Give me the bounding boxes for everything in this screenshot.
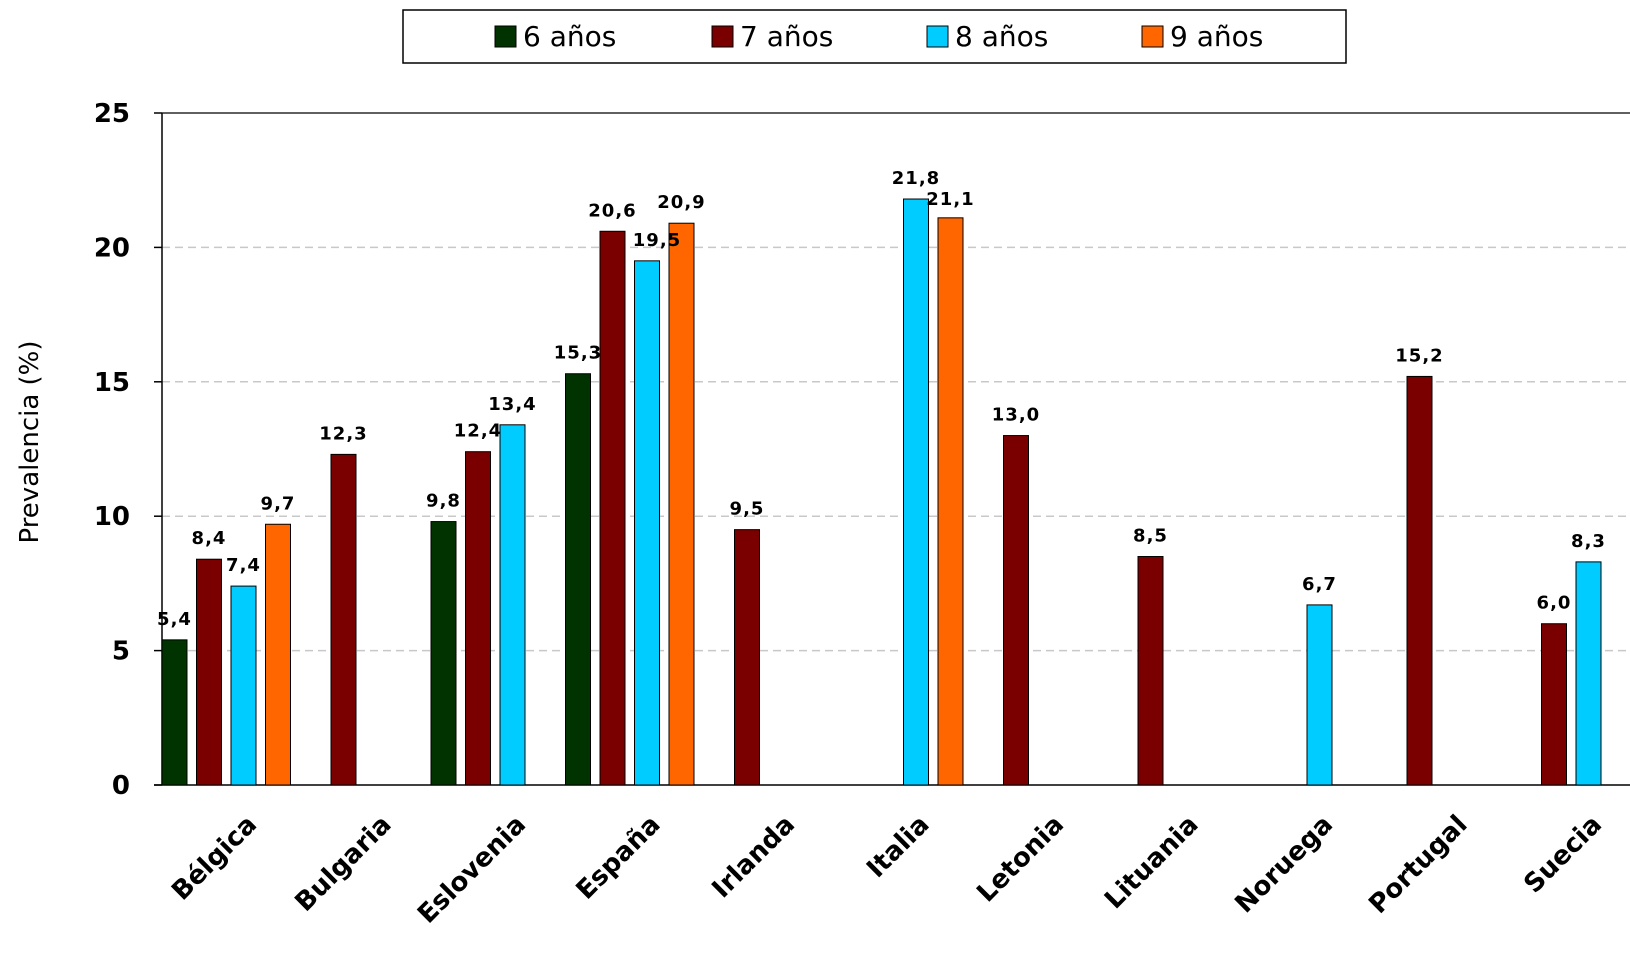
category-label: Irlanda (706, 810, 800, 904)
y-tick-label: 10 (94, 502, 130, 532)
legend-swatch (494, 25, 517, 48)
bar (668, 222, 695, 786)
bar (330, 453, 357, 786)
bar (230, 585, 257, 786)
legend-label: 7 años (740, 20, 833, 53)
data-label: 5,4 (157, 609, 192, 630)
legend-swatch (711, 25, 734, 48)
data-labels: 5,4 8,4 7,4 9,7 12,3 9,8 12,4 13,4 15,3 20,6 19,5 2… (157, 168, 1606, 630)
data-label: 12,3 (319, 423, 367, 444)
category-label: España (571, 810, 667, 906)
bar (565, 373, 591, 786)
data-label: 8,3 (1571, 531, 1606, 552)
legend: 6 años 7 años 8 años 9 años (402, 9, 1347, 64)
data-label: 6,0 (1537, 593, 1572, 614)
legend-swatch (926, 25, 949, 48)
bar (499, 424, 526, 786)
gridlines (154, 112, 1630, 786)
bar (937, 217, 964, 786)
bar (1541, 623, 1567, 786)
category-label: Italia (861, 810, 935, 884)
bar (265, 523, 291, 786)
data-label: 12,4 (454, 421, 502, 442)
bar (734, 529, 760, 786)
bar (1575, 561, 1602, 786)
bar (634, 260, 660, 786)
bar (430, 521, 457, 786)
y-tick-label: 20 (94, 233, 130, 263)
bar (1306, 604, 1333, 786)
y-tick-label: 15 (94, 368, 130, 398)
bar (1137, 556, 1164, 786)
data-label: 15,2 (1395, 345, 1443, 366)
data-label: 9,7 (261, 493, 296, 514)
data-label: 21,8 (892, 168, 940, 189)
legend-label: 8 años (955, 20, 1048, 53)
category-label: Bélgica (166, 810, 263, 907)
category-label: Bulgaria (289, 810, 397, 918)
data-label: 13,0 (992, 405, 1040, 426)
y-tick-label: 5 (112, 637, 130, 667)
bar (903, 198, 929, 786)
legend-box (402, 9, 1347, 64)
y-axis-title: Prevalencia (%) (15, 340, 45, 543)
y-tick-label: 0 (112, 771, 130, 801)
bar (161, 639, 188, 786)
data-label: 7,4 (226, 555, 261, 576)
category-label: Noruega (1230, 810, 1339, 919)
y-tick-label: 25 (94, 99, 130, 129)
category-label: Eslovenia (412, 810, 532, 930)
bar (196, 558, 222, 786)
bars (161, 198, 1602, 786)
bar (465, 451, 491, 786)
data-label: 9,5 (730, 499, 765, 520)
category-label: Lituania (1099, 810, 1204, 915)
bar (1406, 375, 1433, 786)
data-label: 8,4 (192, 528, 227, 549)
data-label: 20,6 (588, 200, 636, 221)
legend-label: 9 años (1170, 20, 1263, 53)
bar (599, 230, 626, 786)
data-label: 8,5 (1133, 526, 1168, 547)
category-label: Letonia (971, 810, 1070, 909)
category-label: Suecia (1518, 810, 1608, 900)
data-label: 15,3 (554, 343, 602, 364)
data-label: 21,1 (926, 189, 974, 210)
legend-swatch (1141, 25, 1164, 48)
data-label: 20,9 (657, 192, 705, 213)
legend-label: 6 años (523, 20, 616, 53)
data-label: 13,4 (488, 394, 536, 415)
data-label: 6,7 (1302, 574, 1337, 595)
y-tick-labels: 0 5 10 15 20 25 (94, 99, 130, 801)
category-labels: Bélgica Bulgaria Eslovenia España Irlanda Ita… (166, 810, 1608, 930)
data-label: 19,5 (633, 230, 681, 251)
data-label: 9,8 (426, 491, 461, 512)
category-label: Portugal (1363, 810, 1473, 920)
bar (1003, 435, 1029, 786)
